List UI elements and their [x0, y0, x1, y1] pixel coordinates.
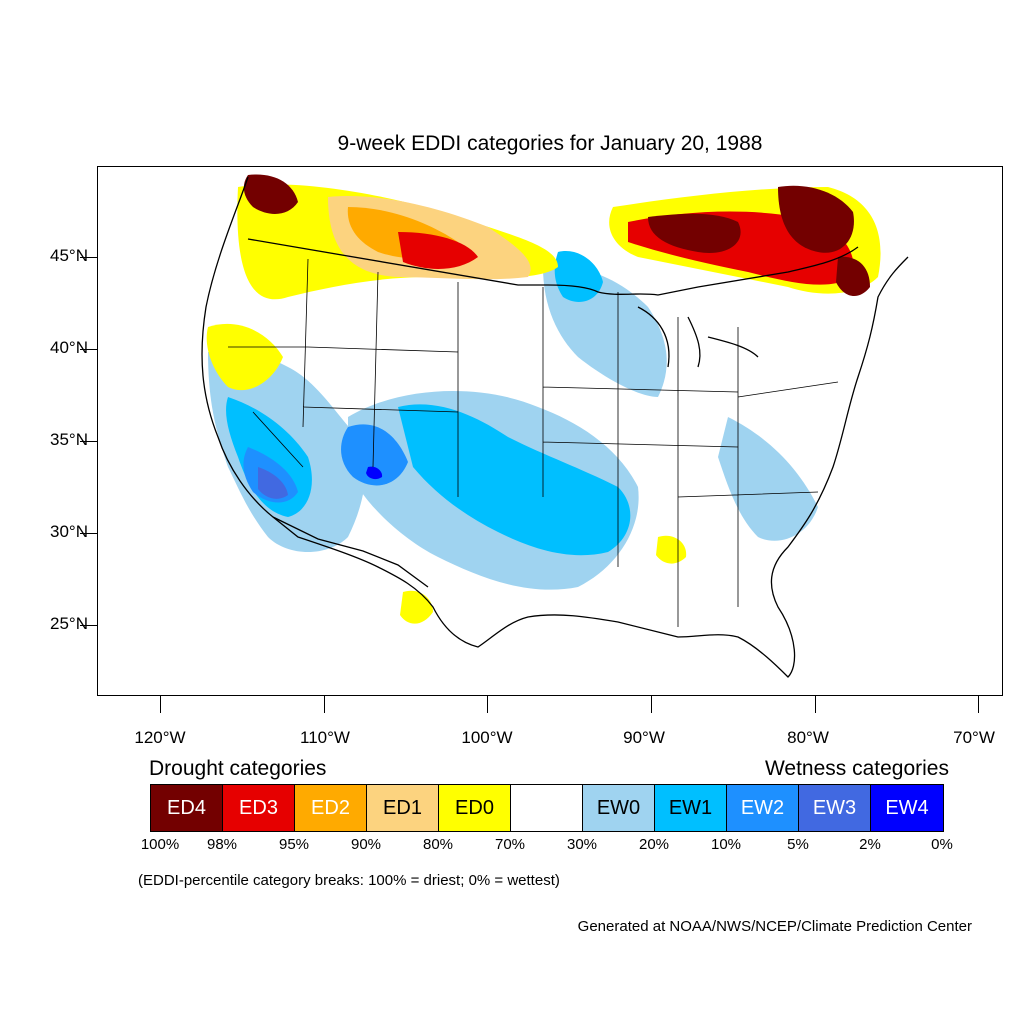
state-lines-west: [228, 258, 459, 497]
mexico-border: [272, 516, 429, 588]
legend-break-label: 0%: [931, 836, 953, 853]
map-title: 9-week EDDI categories for January 20, 1…: [337, 132, 763, 155]
region-ed0-west-interior: [206, 323, 283, 391]
legend-break-label: 100%: [140, 836, 180, 853]
us-outline: [201, 176, 909, 678]
lon-label-70: 70°W: [953, 728, 995, 747]
legend-cell-ed0: ED0: [439, 785, 511, 831]
lat-tick: [80, 533, 97, 534]
legend-break-label: 5%: [787, 836, 809, 853]
lat-tick: [80, 441, 97, 442]
lon-tick: [487, 696, 488, 713]
legend-break-label: 30%: [566, 836, 598, 853]
legend-break-label: 70%: [494, 836, 526, 853]
region-ed4-east: [648, 213, 741, 253]
lon-tick: [160, 696, 161, 713]
legend-break-label: 98%: [206, 836, 238, 853]
region-ed4-maine: [836, 256, 870, 297]
lat-label-35: 35°N: [50, 430, 88, 449]
legend-break-label: 90%: [350, 836, 382, 853]
legend-break-label: 20%: [638, 836, 670, 853]
great-lakes: [637, 306, 759, 368]
legend-break-label: 80%: [422, 836, 454, 853]
lon-label-120: 120°W: [134, 728, 186, 747]
legend-cell-ed4: ED4: [151, 785, 223, 831]
lat-tick: [80, 349, 97, 350]
legend-cell-ew2: EW2: [727, 785, 799, 831]
region-ew1-plains: [398, 404, 631, 556]
legend-cell-ew4: EW4: [871, 785, 943, 831]
lon-tick: [978, 696, 979, 713]
lat-tick: [80, 625, 97, 626]
state-lines-east: [542, 287, 839, 627]
region-ed4-nw: [243, 174, 298, 214]
region-ew1-great-lakes: [554, 251, 603, 302]
canada-border: [247, 238, 859, 296]
lon-label-100: 100°W: [461, 728, 513, 747]
legend-cell-none: [511, 785, 583, 831]
map-panel: [97, 166, 1003, 696]
category-regions: [206, 174, 881, 624]
region-ed0-texas: [400, 590, 433, 624]
legend-cell-ew0: EW0: [583, 785, 655, 831]
credit-line: Generated at NOAA/NWS/NCEP/Climate Predi…: [577, 918, 972, 935]
lon-label-110: 110°W: [300, 728, 350, 747]
region-ed4-quebec: [778, 185, 854, 253]
boundaries: [201, 176, 909, 678]
region-ew2-fourcorners: [341, 424, 408, 486]
lon-tick: [651, 696, 652, 713]
eddi-map: [201, 174, 909, 678]
lon-label-90: 90°W: [623, 728, 665, 747]
region-ew0-southeast: [718, 417, 818, 541]
region-ew4-nm: [366, 466, 383, 480]
legend-cell-ed2: ED2: [295, 785, 367, 831]
lon-label-80: 80°W: [787, 728, 829, 747]
footnote: (EDDI-percentile category breaks: 100% =…: [138, 872, 560, 889]
lon-tick: [815, 696, 816, 713]
legend-break-label: 2%: [859, 836, 881, 853]
legend-break-label: 95%: [278, 836, 310, 853]
region-ew3-arizona: [258, 467, 288, 499]
legend-cell-ed3: ED3: [223, 785, 295, 831]
legend-cell-ew1: EW1: [655, 785, 727, 831]
lat-label-40: 40°N: [50, 338, 88, 357]
legend-cell-ed1: ED1: [367, 785, 439, 831]
lat-label-45: 45°N: [50, 246, 88, 265]
region-ed3-north: [398, 232, 478, 269]
wetness-heading: Wetness categories: [764, 757, 949, 780]
legend-break-label: 10%: [710, 836, 742, 853]
lat-tick: [80, 257, 97, 258]
lon-tick: [324, 696, 325, 713]
drought-heading: Drought categories: [149, 757, 327, 780]
region-ed0-southeast: [656, 535, 687, 564]
legend-colorbar: ED4 ED3 ED2 ED1 ED0 EW0 EW1 EW2 EW3 EW4: [150, 784, 944, 832]
lat-label-25: 25°N: [50, 614, 88, 633]
lat-label-30: 30°N: [50, 522, 88, 541]
legend-cell-ew3: EW3: [799, 785, 871, 831]
